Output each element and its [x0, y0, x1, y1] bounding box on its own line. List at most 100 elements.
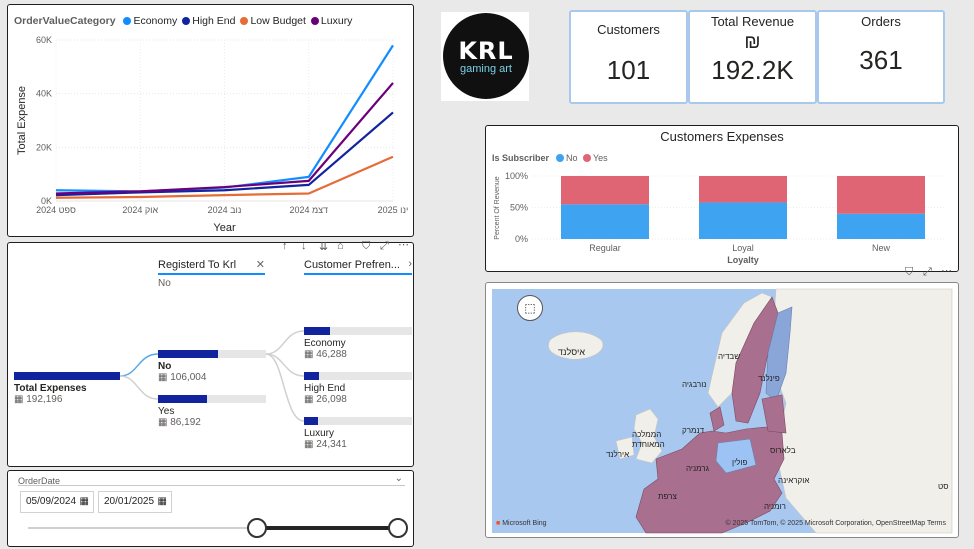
node-economy-value: 46,288	[316, 349, 347, 360]
label-sweden: שבדיה	[718, 352, 740, 361]
bar-segment-no	[699, 202, 787, 239]
label-ukraine: אוקראינה	[778, 476, 809, 485]
legend-dot	[123, 17, 132, 26]
focus-mode-icon[interactable]: ⤢	[923, 266, 932, 278]
label-uk-2: המאוחדת	[632, 440, 665, 449]
col2-header[interactable]: Customer Prefren... ›	[304, 259, 412, 275]
decomposition-tree-panel[interactable]: Registerd To Krl ✕ No Customer Prefren..…	[7, 242, 414, 467]
node-high-end-value-row: ▦ 26,098	[304, 394, 412, 405]
slider-handle-start[interactable]	[247, 518, 267, 538]
kpi-orders-label: Orders	[861, 14, 901, 29]
legend-item-economy[interactable]: Economy	[123, 15, 177, 27]
node-economy[interactable]: Economy ▦ 46,288	[304, 327, 412, 360]
kpi-revenue-value: 192.2K	[711, 55, 794, 85]
visual-toolbar: ⛉ ⤢ ⋯	[905, 265, 957, 280]
x-tick-label: נוב 2024	[208, 205, 242, 215]
eu-denmark	[709, 406, 725, 432]
node-luxury-value-icon: ▦	[304, 439, 317, 450]
legend-item-luxury[interactable]: Luxury	[310, 15, 352, 27]
legend-dot	[182, 17, 191, 26]
bar-legend-label: No	[566, 153, 578, 163]
map-selection-button[interactable]: ⬚	[517, 295, 543, 321]
more-options-icon[interactable]: ⋯	[941, 265, 952, 277]
calendar-icon[interactable]: ▦	[157, 496, 167, 507]
kpi-orders[interactable]: Orders 361	[817, 10, 945, 104]
filter-icon[interactable]: ⛉	[362, 240, 371, 252]
start-date-value: 05/09/2024	[26, 496, 77, 507]
legend-items: Economy High End Low Budget Luxury	[118, 15, 352, 27]
node-luxury[interactable]: Luxury ▦ 24,341	[304, 417, 412, 450]
more-options-icon[interactable]: ⋯	[398, 239, 409, 251]
bing-label: Microsoft Bing	[502, 520, 547, 527]
node-yes-value: 86,192	[170, 417, 201, 428]
chevron-right-icon[interactable]: ›	[408, 259, 412, 270]
bar-segment-yes	[699, 176, 787, 203]
chevron-down-icon[interactable]: ⌄	[394, 473, 403, 484]
y-tick-label: 20K	[36, 142, 52, 152]
x-axis-title: Year	[213, 222, 236, 234]
bar-y-tick-label: 100%	[505, 171, 528, 181]
label-ireland: אירלנד	[606, 450, 629, 459]
node-no-value: 106,004	[170, 372, 207, 383]
start-date-input[interactable]: 05/09/2024 ▦	[20, 491, 94, 513]
node-no-label: No	[158, 361, 172, 372]
line-chart-svg: 0K 20K 40K 60K ספט 2024 אוק 2024 נוב 2024 דצמ 2…	[16, 35, 409, 234]
end-date-input[interactable]: 20/01/2025 ▦	[98, 491, 172, 513]
label-norway: נורבגיה	[682, 380, 706, 389]
kpi-revenue[interactable]: Total Revenue ₪ 192.2K	[688, 10, 817, 104]
node-no-bar	[158, 350, 218, 358]
node-yes-track	[158, 395, 266, 403]
legend-title: OrderValueCategory	[14, 15, 116, 27]
kpi-customers[interactable]: Customers 101	[569, 10, 688, 104]
bar-legend-dot	[583, 154, 591, 162]
end-date-value: 20/01/2025	[104, 496, 155, 507]
root-value-icon: ▦	[14, 394, 27, 405]
series-line-low-budget	[55, 155, 394, 199]
filter-icon[interactable]: ⛉	[905, 266, 914, 278]
slider-handle-end[interactable]	[388, 518, 408, 538]
x-tick-label: ינו 2025	[378, 205, 409, 215]
label-kazakh: סט	[938, 482, 948, 491]
bar-segment-no	[837, 213, 925, 239]
map-attribution: © 2025 TomTom, © 2025 Microsoft Corporat…	[725, 520, 946, 527]
close-icon[interactable]: ✕	[255, 259, 265, 271]
land-iceland	[548, 331, 604, 360]
bar-legend-label: Yes	[593, 153, 608, 163]
legend-label: High End	[192, 15, 236, 27]
drill-down-icon[interactable]: ↓	[301, 240, 307, 252]
calendar-icon[interactable]: ▦	[79, 496, 89, 507]
col1-header[interactable]: Registerd To Krl ✕	[158, 259, 265, 275]
map-panel[interactable]: איסלנד שבדיה פינלנד נורבגיה דנמרק הממלכה…	[485, 282, 959, 538]
node-high-end[interactable]: High End ▦ 26,098	[304, 372, 412, 405]
node-yes[interactable]: Yes ▦ 86,192	[158, 395, 266, 428]
expand-down-icon[interactable]: ⇊	[319, 241, 329, 253]
root-value-row: ▦ 192,196	[14, 394, 120, 405]
legend-label: Economy	[133, 15, 178, 27]
logo-subtext: gaming art	[460, 63, 512, 75]
root-node[interactable]: Total Expenses ▦ 192,196	[14, 372, 120, 405]
bar-category-label: Loyal	[732, 243, 754, 253]
kpi-revenue-label: Total Revenue	[710, 14, 795, 29]
y-axis-title: Total Expense	[16, 86, 28, 155]
legend-label: Low Budget	[250, 15, 306, 27]
node-no-value-row: ▦ 106,004	[158, 372, 266, 383]
node-economy-value-row: ▦ 46,288	[304, 349, 412, 360]
bar-chart-panel[interactable]: Customers Expenses Is Subscriber No Yes 0% 50…	[485, 125, 959, 272]
focus-mode-icon[interactable]: ⤢	[380, 240, 389, 252]
hierarchy-icon[interactable]: ⌂	[337, 240, 344, 252]
slider-track[interactable]	[28, 527, 398, 529]
land-uk	[633, 408, 663, 464]
node-high-end-value-icon: ▦	[304, 394, 317, 405]
series-line-luxury	[55, 82, 394, 195]
line-chart-panel[interactable]: OrderValueCategory Economy High End Low Bu…	[7, 4, 414, 237]
bar-segment-yes	[837, 176, 925, 214]
legend-item-low-budget[interactable]: Low Budget	[240, 15, 306, 27]
legend-dot	[310, 17, 319, 26]
node-no[interactable]: No ▦ 106,004	[158, 350, 266, 383]
bar-x-axis-title: Loyalty	[727, 255, 759, 265]
drill-up-icon[interactable]: ↑	[282, 240, 288, 252]
y-tick-label: 40K	[36, 89, 52, 99]
date-slicer-panel[interactable]: OrderDate ⌄ 05/09/2024 ▦ 20/01/2025 ▦	[7, 470, 414, 547]
label-belarus: בלארוס	[770, 446, 796, 455]
legend-item-high-end[interactable]: High End	[182, 15, 235, 27]
